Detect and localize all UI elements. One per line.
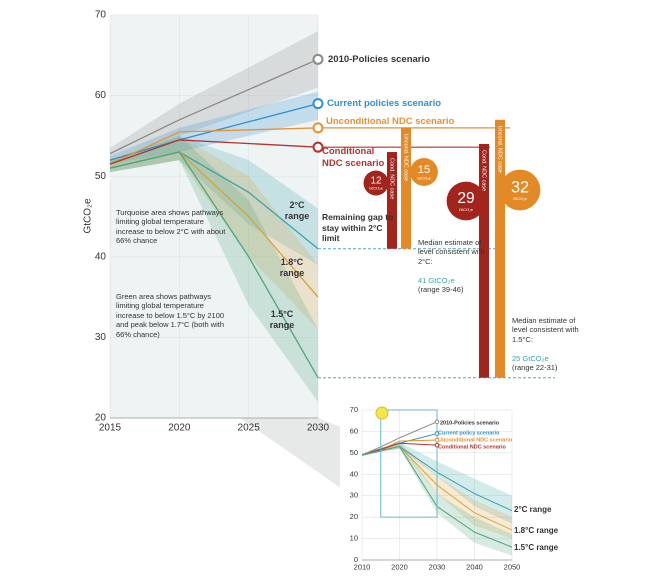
range-label: 1.5°C range — [269, 309, 295, 331]
scenario-end-marker — [434, 437, 440, 443]
series-line — [361, 442, 438, 456]
gap-bar-label: Uncond. NDC case — [403, 134, 409, 181]
note: Turquoise area shows pathways limiting g… — [116, 208, 226, 246]
gap-unit: GtCO₂e — [459, 207, 474, 212]
series-line — [361, 421, 438, 456]
y-tick-label: 50 — [95, 171, 107, 182]
gap-bar — [387, 152, 397, 249]
plot-background — [110, 15, 318, 418]
scenario-label: Current policies scenario — [327, 98, 442, 109]
range-label: 1.8°C range — [279, 257, 305, 279]
series-line — [361, 445, 513, 548]
x-tick-label: 2030 — [429, 562, 446, 571]
x-tick-label: 2050 — [504, 562, 521, 571]
median-range: (range 22-31) — [512, 363, 558, 372]
range-band — [362, 442, 512, 524]
gap-bubble — [499, 169, 541, 211]
zoom-highlight — [380, 409, 438, 518]
y-tick-label: 60 — [350, 426, 358, 435]
gap-bar — [495, 119, 505, 378]
scenario-label: Unconditional NDC scenario — [326, 116, 455, 127]
median-value: 41 GtCO₂e — [418, 276, 455, 285]
x-tick-label: 2020 — [391, 562, 408, 571]
gap-bubble — [363, 170, 389, 196]
range-band — [110, 135, 318, 265]
scenario-end-marker — [312, 122, 324, 134]
gap-bubble — [446, 181, 486, 221]
gap-value: 15 — [418, 164, 430, 176]
gap-bar — [401, 127, 411, 249]
series-label: Conditional NDC scenario — [438, 444, 506, 450]
gap-value: 29 — [457, 190, 474, 207]
inset-background — [340, 400, 530, 578]
gap-unit: GtCO₂e — [513, 196, 528, 201]
y-tick-label: 30 — [350, 491, 358, 500]
y-tick-label: 20 — [350, 512, 358, 521]
series-line — [109, 151, 319, 379]
y-tick-label: 40 — [95, 251, 107, 262]
zoom-icon — [375, 406, 389, 420]
range-label: 2°C range — [284, 200, 310, 222]
y-tick-label: 50 — [350, 448, 358, 457]
gap-value: 12 — [370, 176, 382, 187]
x-tick-label: 2020 — [168, 423, 191, 434]
series-label: 2010-Policies scenario — [440, 420, 500, 426]
series-line — [109, 127, 319, 165]
y-tick-label: 40 — [350, 469, 358, 478]
gap-value: 32 — [511, 178, 529, 196]
y-tick-label: 0 — [354, 555, 358, 564]
gap-bubble — [410, 158, 438, 186]
scenario-end-marker — [312, 53, 324, 65]
series-label: 2°C range — [514, 505, 552, 514]
y-axis-label: GtCO₂e — [83, 198, 94, 233]
x-tick-label: 2040 — [466, 562, 483, 571]
series-label: Unconditional NDC scenario — [438, 437, 513, 443]
series-label: 1.8°C range — [514, 526, 559, 535]
gap-unit: GtCO₂e — [369, 186, 384, 191]
y-tick-label: 70 — [95, 10, 107, 21]
scenario-label: 2010-Policies scenario — [328, 54, 430, 65]
series-line — [109, 58, 319, 155]
scenario-label: Conditional NDC scenario — [322, 146, 385, 169]
median-value: 25 GtCO₂e — [512, 354, 549, 363]
gap-unit: GtCO₂e — [417, 175, 432, 180]
gap-bar — [479, 143, 489, 378]
x-tick-label: 2015 — [99, 423, 122, 434]
median-text: Median estimate of level consistent with… — [418, 238, 485, 266]
x-tick-label: 2030 — [307, 423, 330, 434]
scenario-end-marker — [434, 431, 440, 436]
series-label: 1.5°C range — [514, 543, 559, 552]
scenario-end-marker — [434, 419, 440, 425]
scenario-end-marker — [312, 98, 324, 110]
note: Green area shows pathways limiting globa… — [116, 292, 225, 339]
y-tick-label: 60 — [95, 90, 107, 101]
scenario-end-marker — [434, 442, 440, 448]
scenario-end-marker — [312, 141, 324, 153]
x-tick-label: 2010 — [354, 562, 371, 571]
gap-bar-label: Cond. NDC case — [481, 150, 487, 191]
series-label: Current policy scenario — [438, 430, 500, 436]
gap-title: Remaining gap to stay within 2°C limit — [322, 212, 394, 244]
median-range: (range 39-46) — [418, 285, 464, 294]
range-band — [110, 135, 318, 330]
y-tick-label: 10 — [350, 534, 358, 543]
y-tick-label: 30 — [95, 332, 107, 343]
range-band — [110, 135, 318, 402]
series-line — [109, 139, 319, 165]
gap-bar-label: Cond. NDC case — [389, 158, 395, 199]
y-tick-label: 20 — [95, 413, 107, 424]
x-tick-label: 2025 — [238, 423, 261, 434]
y-tick-label: 70 — [350, 405, 358, 414]
gap-bar-label: Uncond. NDC case — [497, 126, 503, 173]
median-text: Median estimate of level consistent with… — [512, 316, 579, 344]
